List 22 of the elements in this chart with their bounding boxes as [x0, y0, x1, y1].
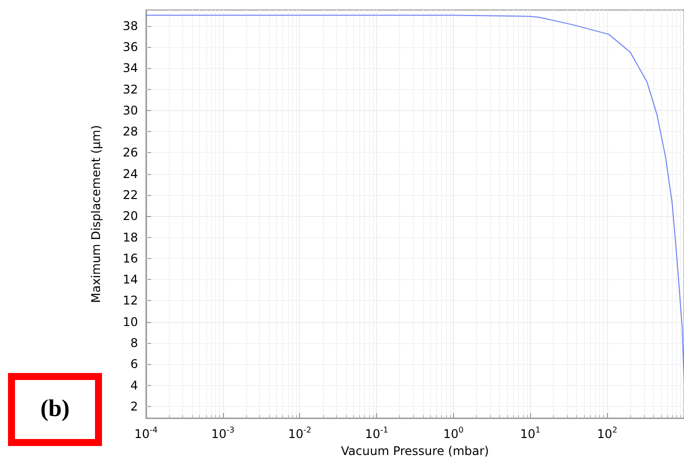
y-tick-label: 36: [122, 40, 138, 54]
y-tick-label: 38: [122, 18, 138, 33]
x-axis-title: Vacuum Pressure (mbar): [341, 444, 489, 458]
y-tick-label: 20: [122, 209, 138, 224]
y-tick-label: 34: [122, 61, 138, 76]
y-tick-label: 12: [122, 294, 138, 308]
y-tick-label: 22: [122, 188, 138, 202]
y-tick-label: 8: [130, 336, 138, 350]
y-tick-label: 2: [130, 399, 138, 414]
y-tick-label: 24: [122, 166, 138, 181]
y-tick-label: 26: [122, 146, 138, 160]
y-tick-label: 14: [122, 272, 138, 287]
y-tick-label: 30: [122, 103, 138, 118]
y-tick-label: 28: [122, 124, 138, 139]
y-axis-title: Maximum Displacement (μm): [89, 125, 103, 304]
y-tick-label: 6: [130, 357, 138, 372]
y-tick-label: 18: [122, 230, 138, 244]
y-tick-label: 10: [122, 314, 138, 329]
label-frame: (b): [8, 373, 102, 446]
y-tick-label: 16: [122, 251, 138, 266]
y-tick-label: 32: [122, 82, 138, 96]
y-tick-label: 4: [130, 378, 138, 392]
